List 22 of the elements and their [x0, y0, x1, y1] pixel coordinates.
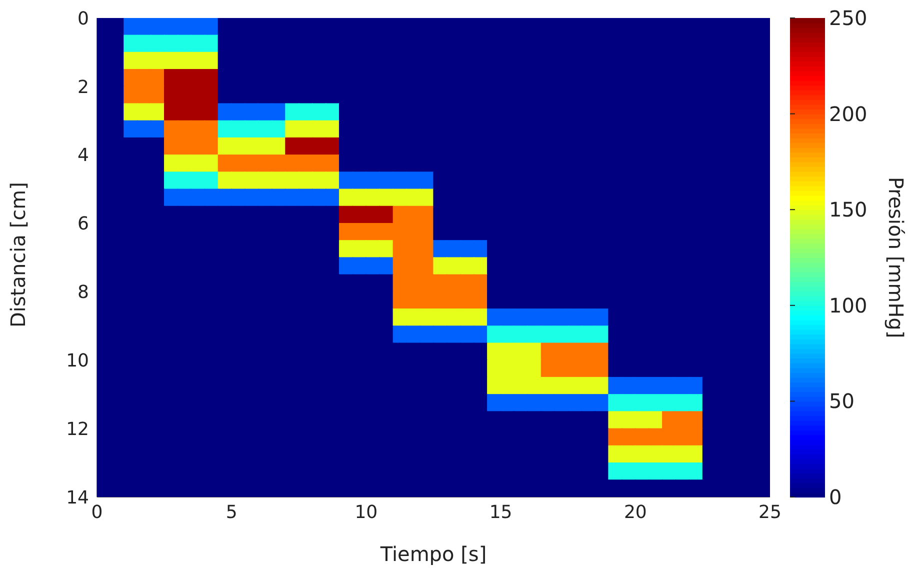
y-axis-title: Distancia [cm]: [6, 182, 30, 328]
y-tick-label: 14: [66, 487, 89, 508]
x-tick-label: 10: [354, 502, 378, 523]
y-tick-label: 0: [78, 8, 89, 30]
x-tick-label: 20: [624, 502, 647, 523]
x-axis-title: Tiempo [s]: [379, 542, 487, 566]
color-bar-label: 50: [829, 389, 854, 414]
y-tick-label: 12: [66, 418, 89, 440]
y-tick-label: 4: [78, 145, 89, 166]
color-bar-label: 250: [829, 6, 868, 30]
y-tick-label: 6: [78, 214, 89, 235]
x-tick-label: 5: [226, 502, 238, 523]
x-tick-label: 0: [91, 502, 103, 523]
x-tick-label: 25: [758, 502, 782, 523]
x-tick-label: 15: [489, 502, 512, 523]
y-tick-label: 8: [78, 282, 89, 304]
y-tick-label: 2: [78, 76, 89, 98]
color-bar-title: Presión [mmHg]: [884, 176, 908, 338]
y-tick-label: 10: [66, 350, 89, 372]
color-bar-label: 150: [829, 198, 868, 222]
color-bar-label: 200: [829, 102, 868, 126]
color-bar-label: 100: [829, 293, 868, 318]
